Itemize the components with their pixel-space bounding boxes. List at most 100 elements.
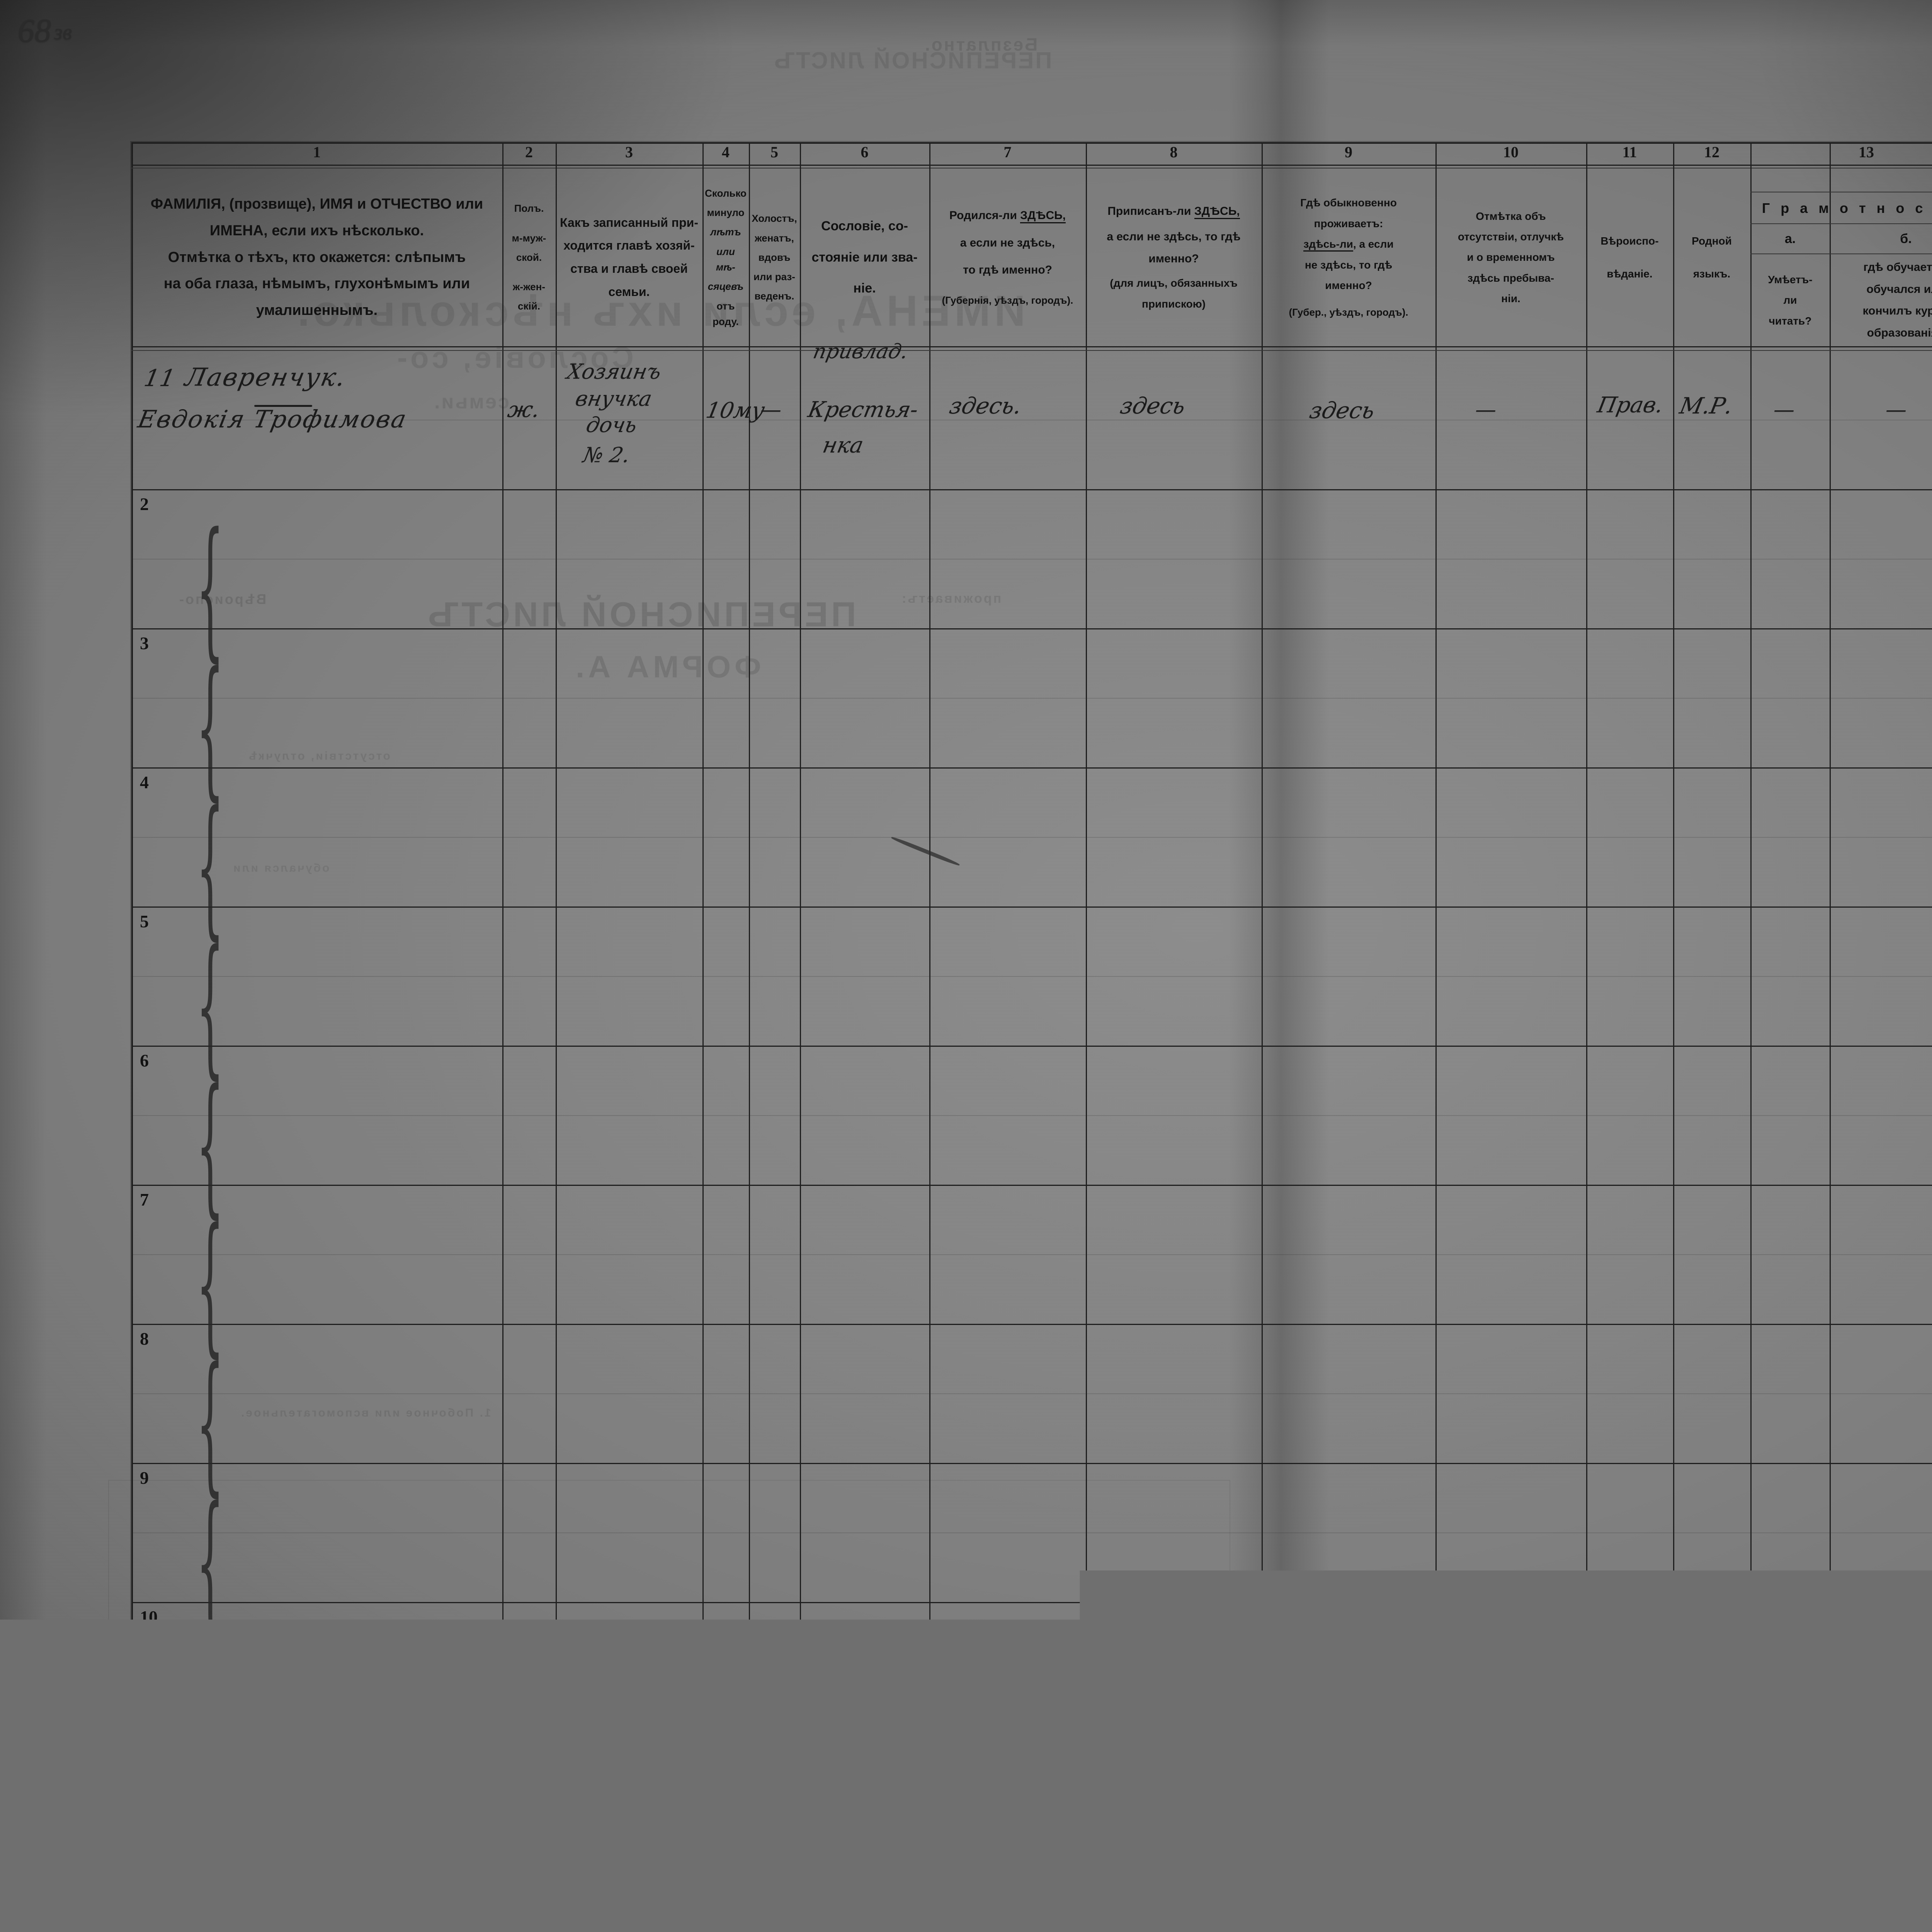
header-col-9-line5: именно?: [1325, 277, 1372, 294]
census-table: 1 2 3 4 5 6 7 8 9 10 11 12 13 14 ФАМИЛІЯ…: [131, 142, 1932, 1746]
header-body-rule-2: [131, 350, 1932, 351]
column-number-10: 10: [1435, 143, 1586, 161]
entry-native-language: М.Р.: [1677, 393, 1735, 419]
header-col-6-line3: ніе.: [853, 278, 876, 299]
group-sublabel-rule-top: [1750, 223, 1932, 224]
entry-religion: Прав.: [1595, 393, 1665, 418]
header-col-10-line4: здѣсь пребыва-: [1468, 270, 1554, 286]
header-col-2-line4: ж-жен-: [513, 279, 545, 294]
header-col-7-line3: то гдѣ именно?: [963, 261, 1052, 279]
header-col-9-line2: проживаетъ:: [1314, 215, 1383, 232]
header-col-5-line4: или раз-: [753, 269, 795, 284]
sub-rule-faint-2: [131, 559, 1932, 560]
entry-birthplace: здесь.: [947, 393, 1024, 419]
header-rule-numbers: [131, 165, 1932, 166]
row-rule-8: [131, 1463, 1932, 1464]
row-rule-3: [131, 767, 1932, 769]
divider-c12-c13: [1750, 142, 1752, 1746]
entry-age: 10му: [704, 398, 767, 423]
column-number-11: 11: [1586, 143, 1673, 161]
entry-literacy-read: —: [1774, 397, 1794, 422]
sub-rule-faint-4: [131, 837, 1932, 838]
divider-c3-c4: [702, 142, 704, 1746]
pen-brace-row10: {: [196, 1614, 224, 1789]
sub-rule-faint-3: [131, 698, 1932, 699]
header-col-1-line3: Отмѣтка о тѣхъ, кто окажется: слѣпымъ: [168, 246, 466, 269]
divider-c5-c6: [800, 142, 801, 1746]
header-col-12: Родной языкъ.: [1674, 169, 1749, 345]
row-rule-9: [131, 1602, 1932, 1603]
column-number-3: 3: [556, 143, 702, 161]
row-rule-7: [131, 1324, 1932, 1325]
header-col-13b-line3: кончилъ курсъ: [1863, 302, 1932, 320]
header-col-9-line3: здѣсь-ли, а если: [1303, 236, 1393, 252]
entry-estate-prefix: привлад.: [811, 340, 910, 363]
column-number-8: 8: [1086, 143, 1262, 161]
header-col-3: Какъ записанный при- ходится главѣ хозяй…: [557, 169, 701, 345]
header-col-12-line2: языкъ.: [1693, 265, 1730, 282]
header-col-6-line2: стояніе или зва-: [811, 247, 917, 268]
divider-c1-c2: [502, 142, 503, 1746]
bleedthrough-free-stamp: Безплатно.: [923, 34, 1037, 55]
header-col-11-line2: вѣданіе.: [1607, 265, 1652, 282]
entry-relation-line2: внучка: [573, 386, 654, 411]
folio-left-number: 68: [18, 12, 51, 49]
header-col-8-underlined: ЗДѢСЬ,: [1194, 205, 1240, 219]
header-col-7-text1: Родился-ли: [949, 209, 1017, 222]
divider-c2-c3: [556, 142, 557, 1746]
entry-name-underline: [254, 405, 312, 407]
header-col-2-line3: ской.: [516, 250, 542, 265]
header-col-5-line5: веденъ.: [755, 288, 794, 304]
header-col-5-line2: женатъ,: [755, 230, 794, 246]
row-rule-2: [131, 628, 1932, 629]
table-border: [131, 142, 1932, 1746]
entry-residence: здесь: [1307, 397, 1377, 423]
header-col-4-line1: Сколько: [705, 185, 747, 201]
entry-sex: ж.: [506, 397, 542, 422]
header-col-10-line5: ніи.: [1501, 290, 1520, 307]
header-col-8-line5: припискою): [1142, 296, 1206, 312]
entry-estate-line2: нка: [821, 433, 866, 458]
header-body-rule-1: [131, 346, 1932, 347]
header-col-1-line4: на оба глаза, нѣмымъ, глухонѣмымъ или: [164, 272, 470, 295]
header-col-13-group-title: Г р а м о т н о с т ь.: [1752, 194, 1932, 223]
divider-c11-c12: [1673, 142, 1674, 1746]
header-col-1-line1: ФАМИЛІЯ, (прозвище), ИМЯ и ОТЧЕСТВО или: [151, 193, 483, 216]
bleedthrough-listok: ПЕРЕПИСНОЙ ЛИСТЪ: [773, 47, 1052, 74]
header-col-13b-line1: гдѣ обучается,: [1863, 259, 1932, 277]
header-col-9-line4: не здѣсь, то гдѣ: [1305, 257, 1392, 273]
header-col-4-line2: минуло: [707, 205, 744, 220]
header-col-13b-label: б.: [1831, 225, 1932, 253]
row-rule-1: [131, 489, 1932, 490]
entry-registration-place: здесь: [1118, 393, 1187, 419]
row-number-5: 5: [140, 911, 149, 932]
row-rule-10: [131, 1699, 1932, 1701]
header-col-3-line4: семьи.: [608, 282, 650, 302]
divider-c9-c10: [1435, 142, 1437, 1746]
entry-absence-note: —: [1475, 397, 1496, 422]
header-col-4-line3: лѣтъ: [710, 224, 741, 240]
header-col-7-underlined: ЗДѢСЬ,: [1020, 209, 1066, 223]
header-col-3-line2: ходится главѣ хозяй-: [563, 236, 694, 255]
column-number-13: 13: [1750, 143, 1932, 161]
entry-relation-line4: № 2.: [581, 443, 632, 467]
header-col-2-line5: скій.: [518, 298, 540, 314]
header-col-11: Вѣроиспо- вѣданіе.: [1587, 169, 1672, 345]
entry-given-name: Евдокія Трофимова: [136, 405, 410, 433]
header-col-5: Холостъ, женатъ, вдовъ или раз- веденъ.: [750, 169, 799, 345]
column-number-1: 1: [131, 143, 502, 161]
header-col-2: Полъ. м-муж- ской. ж-жен- скій.: [503, 169, 554, 345]
header-col-4-line6: отъ роду.: [706, 298, 745, 330]
header-col-8: Приписанъ-ли ЗДѢСЬ, а если не здѣсь, то …: [1087, 169, 1260, 345]
header-col-4-line4: или мѣ-: [706, 244, 745, 275]
header-col-6: Сословіе, со- стояніе или зва- ніе.: [801, 169, 928, 345]
header-col-8-line2: а если не здѣсь, то гдѣ: [1107, 228, 1240, 246]
column-number-4: 4: [702, 143, 749, 161]
header-col-1-line5: умалишеннымъ.: [256, 299, 378, 322]
row-rule-6: [131, 1185, 1932, 1186]
entry-surname: Лавренчук.: [183, 363, 349, 392]
row-rule-5: [131, 1046, 1932, 1047]
header-col-10-line3: и о временномъ: [1467, 249, 1554, 265]
divider-c10-c11: [1586, 142, 1587, 1746]
row-number-4: 4: [140, 772, 149, 793]
